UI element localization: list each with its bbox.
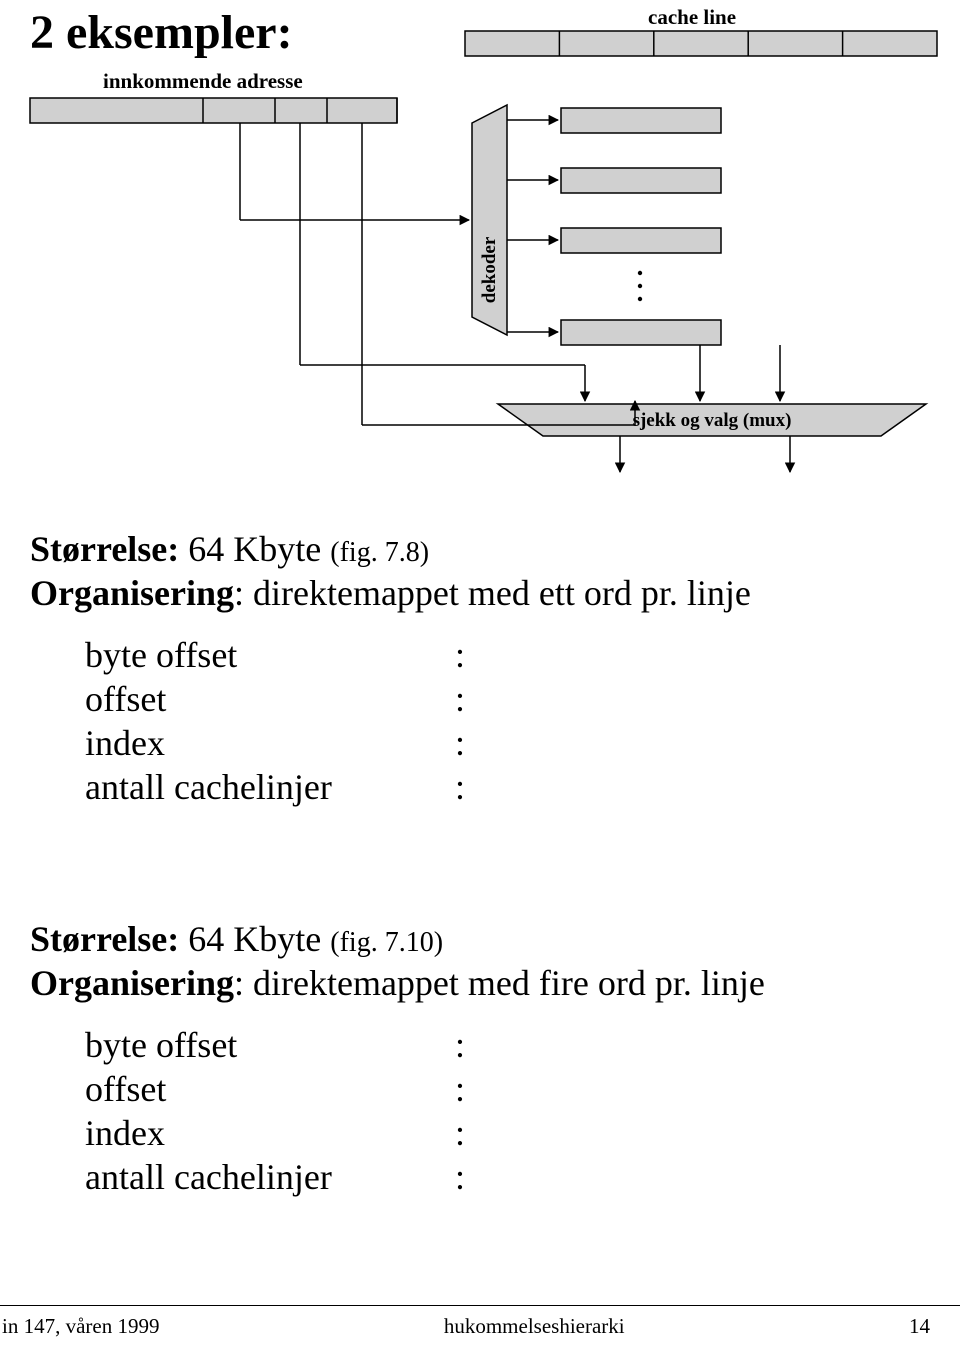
field-row: offset: bbox=[85, 1068, 920, 1112]
field-label: antall cachelinjer bbox=[85, 766, 455, 810]
field-row: byte offset: bbox=[85, 634, 920, 678]
footer-left: in 147, våren 1999 bbox=[2, 1314, 159, 1339]
page-footer: in 147, våren 1999 hukommelseshierarki 1… bbox=[0, 1305, 960, 1339]
field-row: offset: bbox=[85, 678, 920, 722]
field-label: byte offset bbox=[85, 634, 455, 678]
field-row: antall cachelinjer: bbox=[85, 1156, 920, 1200]
field-row: index: bbox=[85, 722, 920, 766]
size-label: Størrelse: bbox=[30, 919, 179, 959]
example-2-size: Størrelse: 64 Kbyte (fig. 7.10) bbox=[30, 918, 920, 962]
field-colon: : bbox=[455, 678, 475, 722]
org-label: Organisering bbox=[30, 573, 234, 613]
footer-center: hukommelseshierarki bbox=[444, 1314, 625, 1339]
size-value: 64 Kbyte bbox=[179, 919, 330, 959]
field-label: byte offset bbox=[85, 1024, 455, 1068]
field-label: offset bbox=[85, 678, 455, 722]
example-1-fields: byte offset:offset:index:antall cachelin… bbox=[85, 634, 920, 810]
field-label: index bbox=[85, 1112, 455, 1156]
example-2-fields: byte offset:offset:index:antall cachelin… bbox=[85, 1024, 920, 1200]
svg-text:sjekk og valg (mux): sjekk og valg (mux) bbox=[633, 410, 792, 431]
org-value: : direktemappet med ett ord pr. linje bbox=[234, 573, 751, 613]
example-2-org: Organisering: direktemappet med fire ord… bbox=[30, 962, 920, 1006]
example-1: Størrelse: 64 Kbyte (fig. 7.8) Organiser… bbox=[30, 528, 920, 809]
svg-text:dekoder: dekoder bbox=[479, 236, 500, 303]
fig-ref: (fig. 7.8) bbox=[330, 537, 429, 568]
field-label: offset bbox=[85, 1068, 455, 1112]
footer-right: 14 bbox=[909, 1314, 930, 1339]
field-colon: : bbox=[455, 1156, 475, 1200]
org-label: Organisering bbox=[30, 963, 234, 1003]
org-value: : direktemappet med fire ord pr. linje bbox=[234, 963, 765, 1003]
field-row: antall cachelinjer: bbox=[85, 766, 920, 810]
field-colon: : bbox=[455, 722, 475, 766]
field-colon: : bbox=[455, 766, 475, 810]
field-colon: : bbox=[455, 634, 475, 678]
field-label: index bbox=[85, 722, 455, 766]
example-1-org: Organisering: direktemappet med ett ord … bbox=[30, 572, 920, 616]
field-row: byte offset: bbox=[85, 1024, 920, 1068]
field-colon: : bbox=[455, 1112, 475, 1156]
fig-ref: (fig. 7.10) bbox=[330, 927, 443, 958]
cache-diagram: dekoder sjekk og valg (mux) bbox=[0, 0, 960, 520]
example-1-size: Størrelse: 64 Kbyte (fig. 7.8) bbox=[30, 528, 920, 572]
field-colon: : bbox=[455, 1068, 475, 1112]
example-2: Størrelse: 64 Kbyte (fig. 7.10) Organise… bbox=[30, 918, 920, 1199]
field-row: index: bbox=[85, 1112, 920, 1156]
size-value: 64 Kbyte bbox=[179, 529, 330, 569]
field-label: antall cachelinjer bbox=[85, 1156, 455, 1200]
field-colon: : bbox=[455, 1024, 475, 1068]
size-label: Størrelse: bbox=[30, 529, 179, 569]
